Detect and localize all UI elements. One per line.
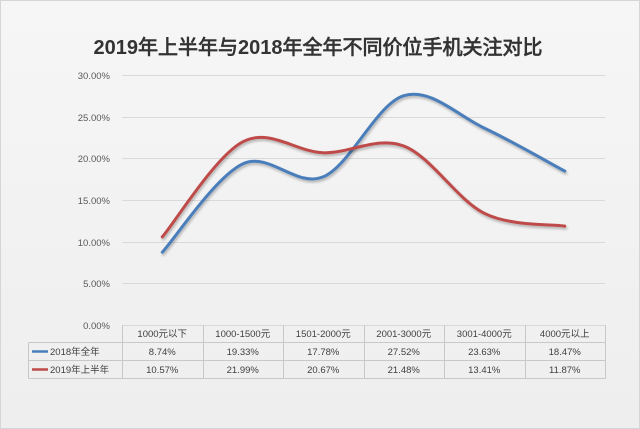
x-category-label: 1501-2000元 xyxy=(296,329,351,340)
y-axis: 0.00% 5.00% 10.00% 15.00% 20.00% 25.00% 30.00% xyxy=(78,71,111,332)
table-value-cell: 11.87% xyxy=(549,365,581,376)
table-value-cell: 17.78% xyxy=(307,347,340,358)
x-category-label: 4000元以上 xyxy=(540,329,590,340)
legend-series-name: 2018年全年 xyxy=(50,346,100,358)
y-tick-label: 20.00% xyxy=(78,154,111,165)
y-tick-label: 15.00% xyxy=(78,196,111,207)
table-value-cell: 21.99% xyxy=(227,365,260,376)
table-value-cell: 8.74% xyxy=(149,347,176,358)
y-tick-label: 0.00% xyxy=(83,321,110,332)
series-line-2 xyxy=(160,135,567,239)
table-value-cell: 18.47% xyxy=(549,347,582,358)
x-category-label: 2001-3000元 xyxy=(376,329,431,340)
data-table: 1000元以下 1000-1500元 1501-2000元 2001-3000元 300… xyxy=(28,325,606,379)
table-value-cell: 23.63% xyxy=(468,347,501,358)
x-category-label: 1000-1500元 xyxy=(215,329,270,340)
x-category-label: 1000元以下 xyxy=(137,329,187,340)
table-value-cell: 27.52% xyxy=(388,347,421,358)
y-tick-label: 5.00% xyxy=(83,279,110,290)
chart-title: 2019年上半年与2018年全年不同价位手机关注对比 xyxy=(94,35,543,59)
y-tick-label: 25.00% xyxy=(78,113,111,124)
x-category-label: 3001-4000元 xyxy=(457,329,512,340)
legend-series-name: 2019年上半年 xyxy=(50,364,110,376)
y-tick-label: 30.00% xyxy=(78,71,111,82)
table-value-cell: 21.48% xyxy=(388,365,421,376)
table-value-cell: 10.57% xyxy=(146,365,179,376)
series-lines xyxy=(160,92,567,254)
y-tick-label: 10.00% xyxy=(78,238,111,249)
gridlines xyxy=(122,75,605,326)
table-value-cell: 13.41% xyxy=(468,365,501,376)
table-value-cell: 20.67% xyxy=(307,365,340,376)
table-value-cell: 19.33% xyxy=(227,347,260,358)
